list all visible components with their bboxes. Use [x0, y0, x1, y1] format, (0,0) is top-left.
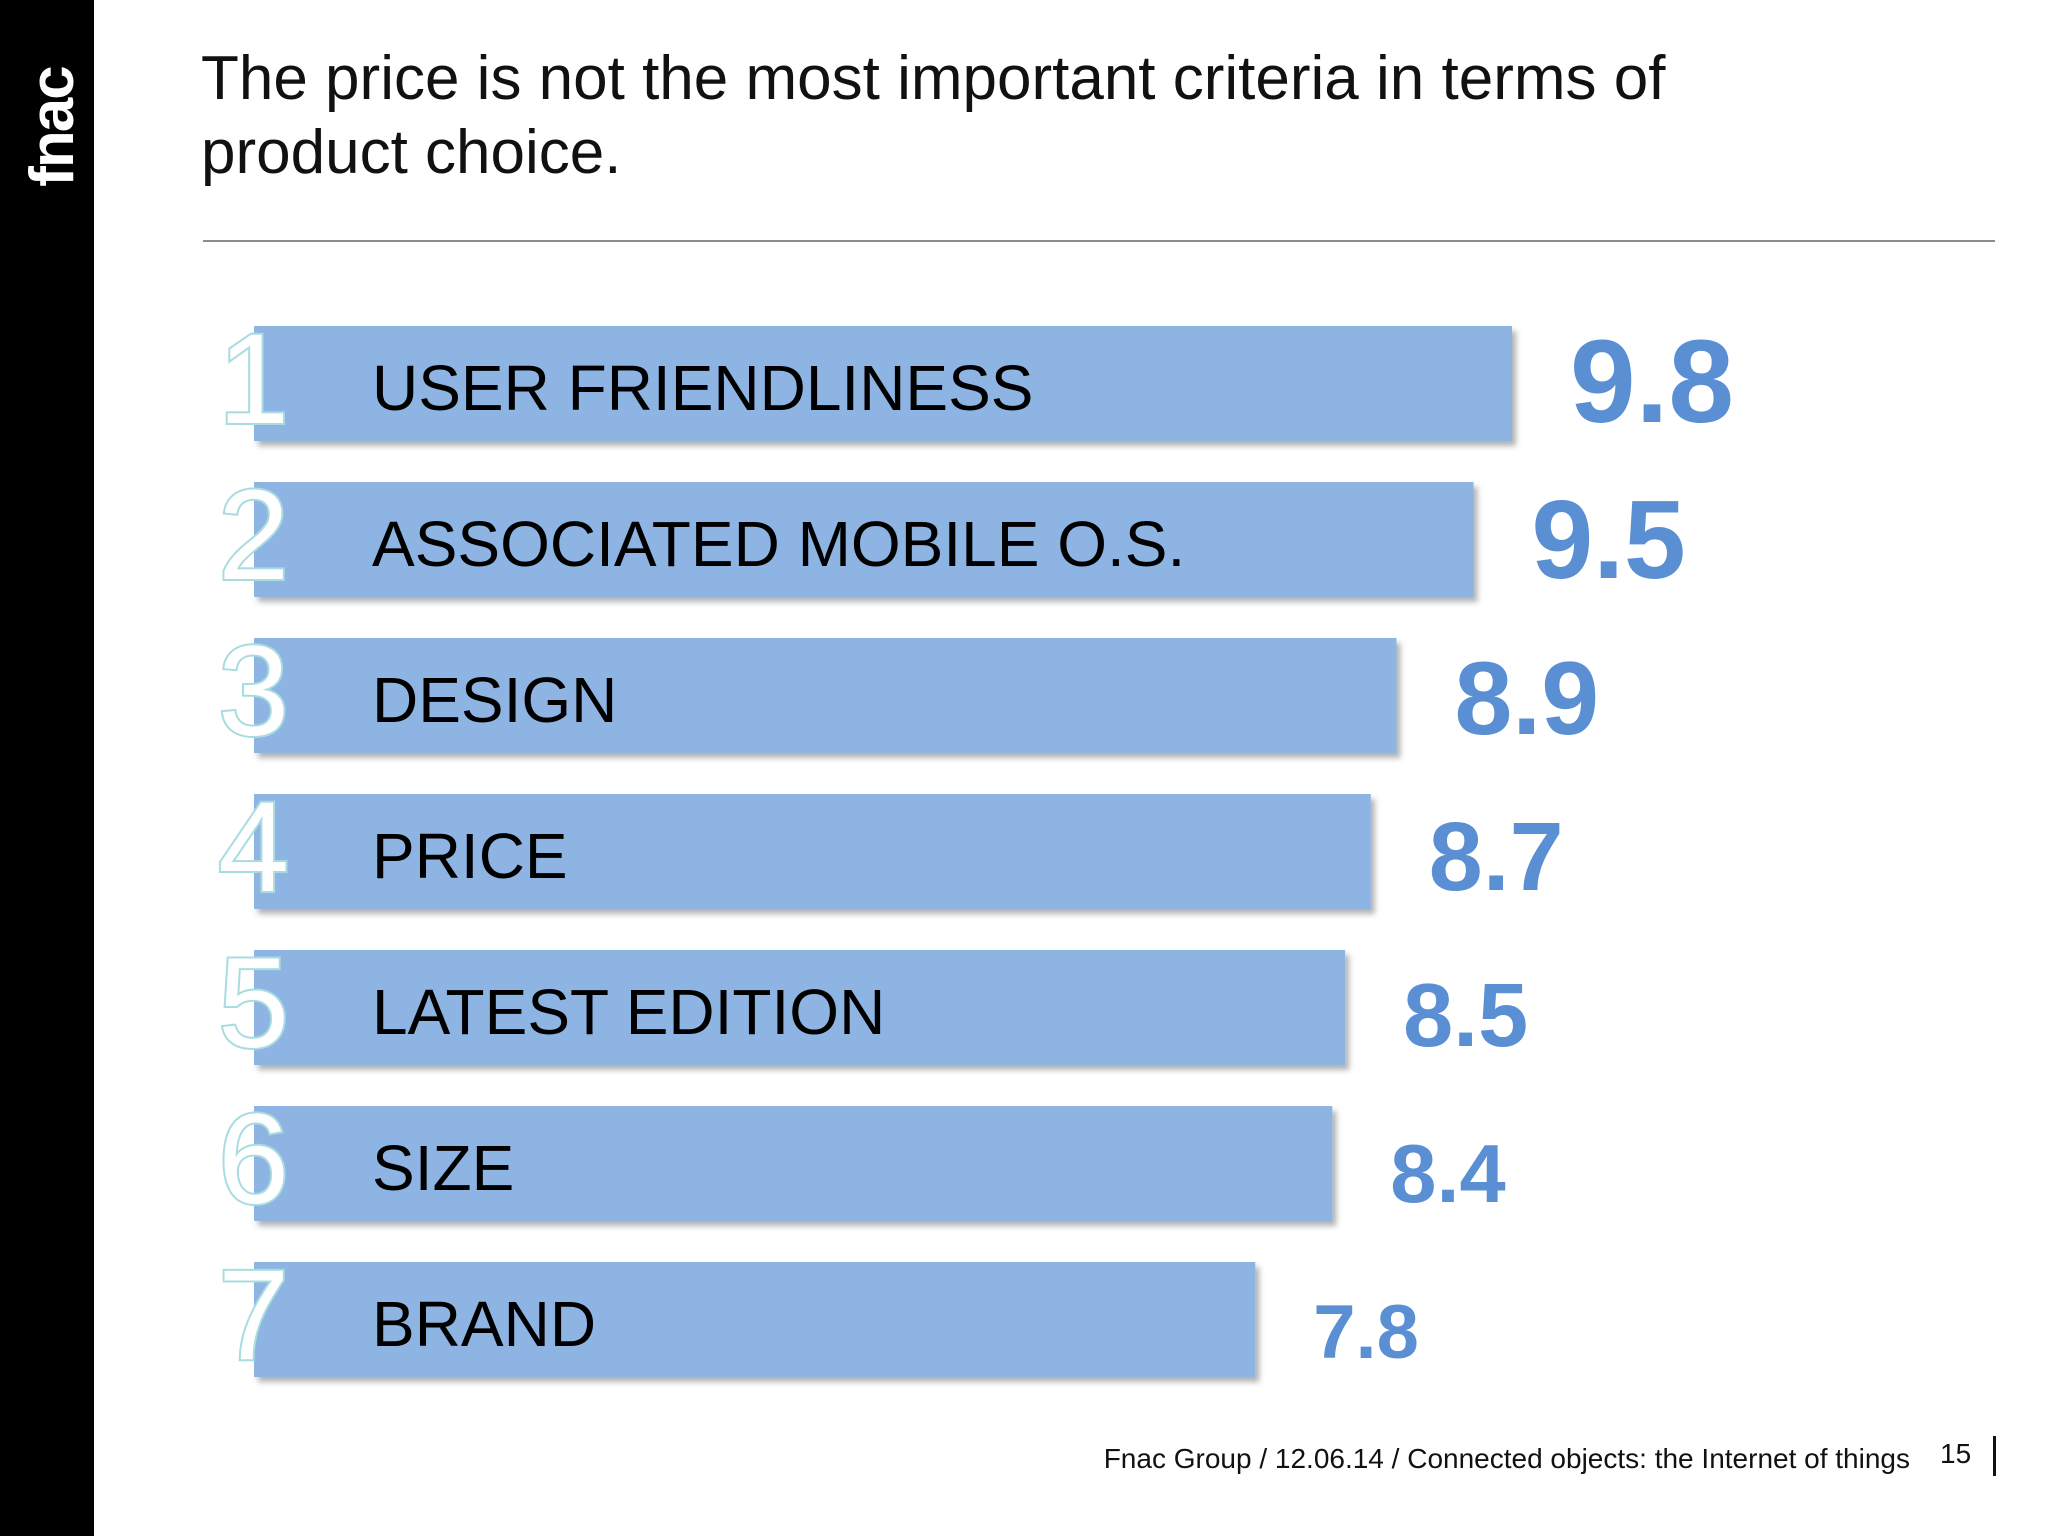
- rank-number: 1: [218, 308, 289, 451]
- rank-number: 5: [218, 932, 289, 1075]
- footer-text: Fnac Group / 12.06.14 / Connected object…: [1103, 1443, 1910, 1474]
- page-number: 15: [1940, 1438, 1972, 1469]
- bar: [254, 326, 1512, 441]
- value-label: 7.8: [1313, 1290, 1419, 1375]
- bar: [254, 482, 1474, 597]
- bar-label: USER FRIENDLINESS: [372, 352, 1033, 424]
- value-label: 8.9: [1454, 641, 1599, 757]
- rank-number: 7: [218, 1244, 289, 1387]
- bar: [254, 950, 1346, 1065]
- bar-label: DESIGN: [372, 664, 617, 736]
- bar-label: PRICE: [372, 820, 568, 892]
- bar: [254, 794, 1371, 909]
- bar-label: BRAND: [372, 1288, 596, 1360]
- sidebar: fnac: [0, 0, 94, 1536]
- title-divider: [203, 240, 1995, 242]
- bar: [254, 638, 1397, 753]
- bar: [254, 1262, 1256, 1377]
- bar: [254, 1106, 1333, 1221]
- page-number-divider: [1993, 1436, 1996, 1476]
- rank-number: 3: [218, 620, 289, 763]
- value-label: 8.4: [1390, 1127, 1505, 1220]
- value-label: 9.5: [1531, 478, 1685, 602]
- rank-number: 4: [218, 776, 289, 919]
- bar-label: SIZE: [372, 1132, 514, 1204]
- bar-label: ASSOCIATED MOBILE O.S.: [372, 508, 1185, 580]
- value-label: 9.8: [1570, 316, 1734, 448]
- bar-label: LATEST EDITION: [372, 976, 885, 1048]
- page-title: The price is not the most important crit…: [201, 44, 1666, 187]
- rank-number: 6: [218, 1088, 289, 1231]
- value-label: 8.7: [1429, 802, 1564, 911]
- value-label: 8.5: [1403, 966, 1528, 1066]
- bars-layer: 1 USER FRIENDLINESS 9.8 2 ASSOCIATED MOBILE …: [216, 306, 1734, 1389]
- rank-number: 2: [218, 464, 289, 607]
